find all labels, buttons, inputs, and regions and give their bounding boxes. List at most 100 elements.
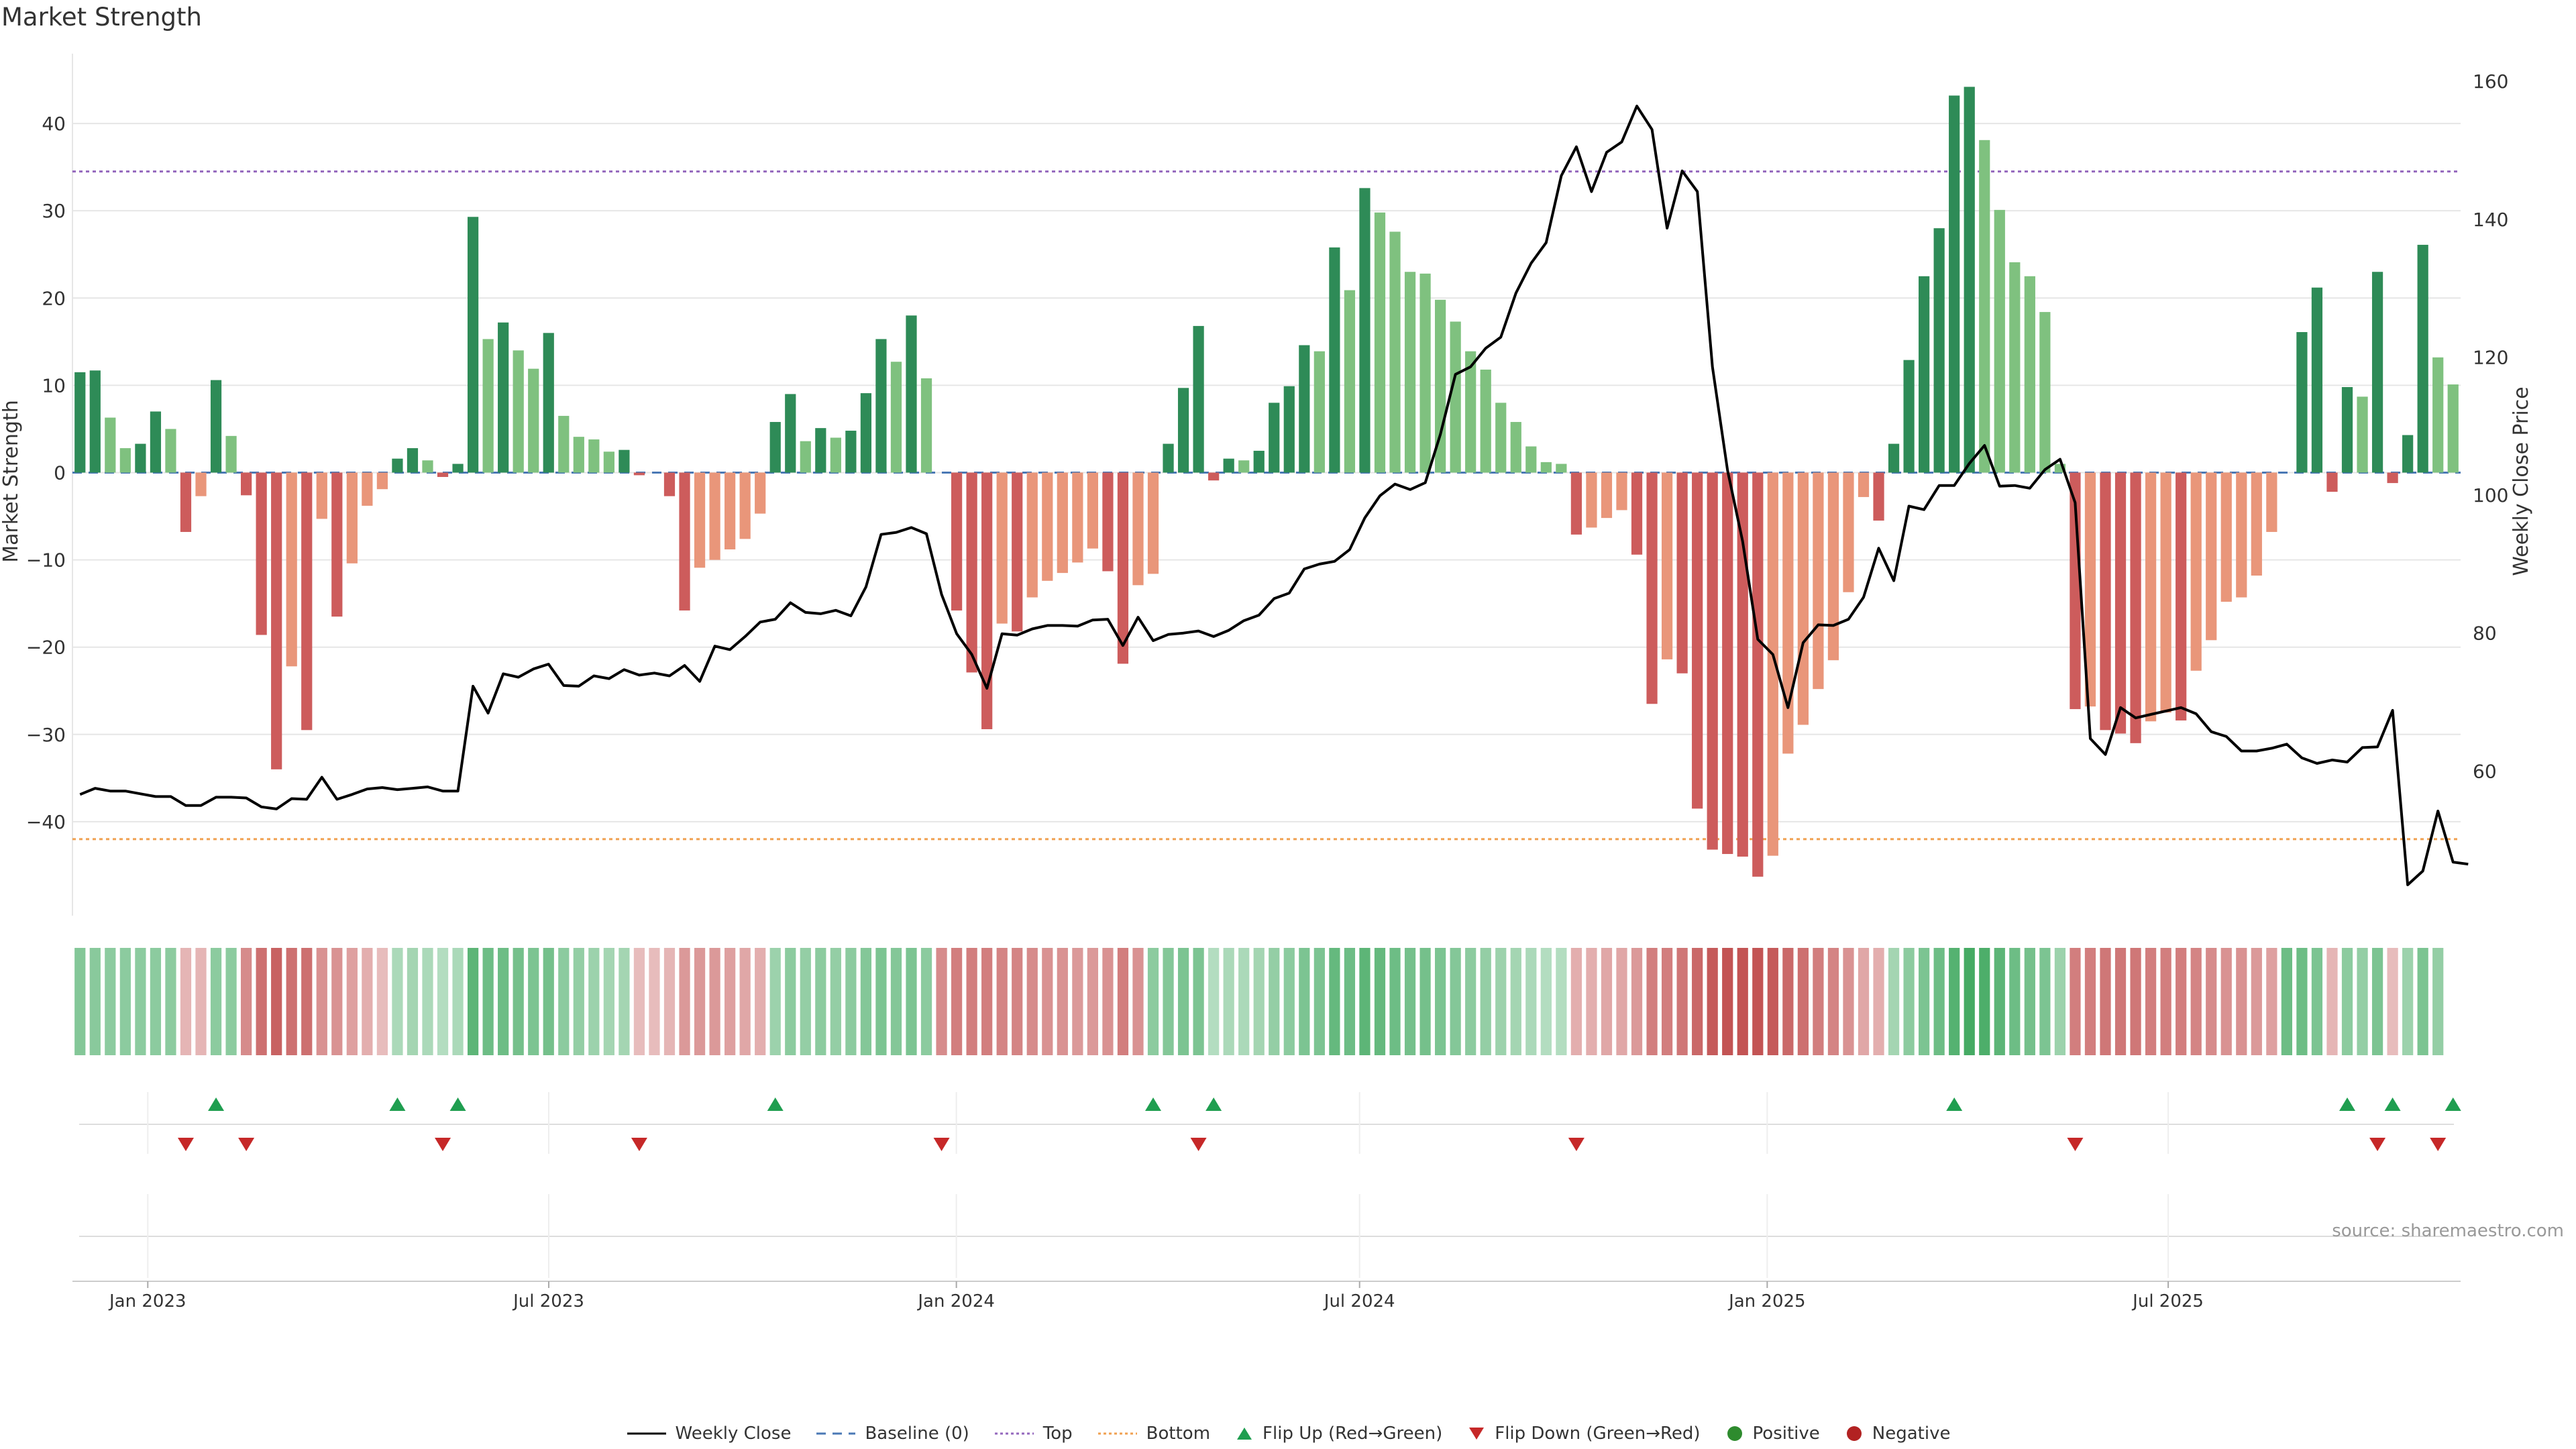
x-tick-label: Jan 2025 [1727, 1291, 1806, 1311]
heat-strip-cell [1827, 948, 1839, 1055]
strength-bar [1163, 443, 1174, 473]
strength-bar [1737, 472, 1748, 857]
strength-bar [1843, 472, 1854, 592]
heat-strip-cell [1661, 948, 1673, 1055]
flip-up-marker [767, 1097, 784, 1111]
heat-strip-cell [543, 948, 554, 1055]
strength-bar [543, 333, 554, 473]
flip-up-marker [1145, 1097, 1162, 1111]
heat-strip-cell [437, 948, 449, 1055]
legend-label: Weekly Close [675, 1424, 792, 1444]
strength-bar [2402, 435, 2414, 473]
strength-bar [513, 350, 524, 473]
strength-bar [467, 217, 479, 473]
strength-bar [1208, 472, 1220, 481]
heat-strip-cell [2357, 948, 2368, 1055]
strength-bar [1329, 247, 1340, 473]
heat-strip-cell [2341, 948, 2353, 1055]
strength-bar [1313, 351, 1325, 473]
heat-strip-cell [1269, 948, 1280, 1055]
flip-markers [79, 1092, 2461, 1278]
heat-strip-cell [1238, 948, 1250, 1055]
heat-strip-cell [150, 948, 162, 1055]
strength-bar [1782, 472, 1794, 754]
strength-bar [2236, 472, 2247, 598]
y-tick-label: −10 [26, 549, 66, 572]
strength-bar [376, 472, 388, 490]
heat-strip-cell [1570, 948, 1582, 1055]
strength-bar [2296, 332, 2308, 473]
heat-strip-cell [1374, 948, 1386, 1055]
strength-bars [74, 87, 2459, 877]
legend-label: Positive [1752, 1424, 1820, 1444]
heat-strip-cell [1435, 948, 1446, 1055]
strength-bar [1344, 290, 1356, 473]
heat-strip-cell [996, 948, 1008, 1055]
heat-strip-cell [800, 948, 811, 1055]
strength-bar [800, 441, 811, 473]
strength-bar [1177, 388, 1189, 473]
legend-label: Flip Up (Red→Green) [1263, 1424, 1443, 1444]
heat-strip-cell [2190, 948, 2202, 1055]
strength-bar [1888, 443, 1900, 473]
strength-bar [1707, 472, 1718, 850]
strength-bar [679, 472, 690, 611]
strength-bar [1570, 472, 1582, 535]
heat-strip-cell [467, 948, 479, 1055]
heat-strip-cell [301, 948, 313, 1055]
heat-strip-cell [1480, 948, 1491, 1055]
strength-bar [1979, 140, 1990, 473]
heat-strip-cell [1510, 948, 1521, 1055]
heat-strip-cell [1283, 948, 1295, 1055]
y-tick-label: −20 [26, 637, 66, 659]
strength-bar [1601, 472, 1613, 519]
heat-strip-cell [875, 948, 887, 1055]
strength-bar [1964, 87, 1975, 473]
heat-strip-cell [2281, 948, 2292, 1055]
strength-bar [2311, 287, 2323, 473]
strength-bar [2009, 262, 2021, 473]
heat-strip-cell [785, 948, 796, 1055]
heat-strip-cell [498, 948, 509, 1055]
axes: −40 −30 −20 −10 0 10 20 30 40 60 80 100 120 140 160 Mar… [0, 70, 2533, 833]
strength-bar [1676, 472, 1688, 674]
heat-strip-cell [906, 948, 917, 1055]
strength-bar [860, 393, 872, 473]
legend-circle-icon [1846, 1426, 1862, 1441]
heat-strip-cell [2160, 948, 2171, 1055]
flip-up-marker [1205, 1097, 1222, 1111]
source-label: source: sharemaestro.com [2332, 1221, 2564, 1241]
x-tick-label: Jul 2024 [1323, 1291, 1395, 1311]
strength-bar [2100, 472, 2111, 731]
legend-item: Negative [1844, 1424, 1950, 1444]
strength-bar [1767, 472, 1778, 856]
strength-bar [331, 472, 343, 617]
heat-strip-cell [2326, 948, 2338, 1055]
heat-strip-cell [1888, 948, 1900, 1055]
legend-triangle-up-icon [1237, 1428, 1252, 1440]
strength-bar [1374, 212, 1386, 473]
heat-strip-cell [1223, 948, 1234, 1055]
heat-strip-cell [1616, 948, 1627, 1055]
strength-bar [1042, 472, 1053, 581]
heat-strip-cell [1979, 948, 1990, 1055]
legend: Weekly Close Baseline (0) Top Bottom Flip Up… [0, 1424, 2576, 1444]
strength-bar [1480, 369, 1491, 473]
heat-strip-cell [1631, 948, 1643, 1055]
flip-down-marker [1568, 1138, 1585, 1151]
heat-strip-cell [1208, 948, 1220, 1055]
flip-up-marker [208, 1097, 225, 1111]
heat-strip-cell [663, 948, 676, 1055]
reference-lines [72, 170, 2461, 841]
strength-bar [1072, 472, 1083, 563]
heat-strip-cell [225, 948, 237, 1055]
strength-bar [150, 411, 162, 473]
heat-strip-cell [2402, 948, 2414, 1055]
strength-bar [755, 472, 766, 514]
y2-axis-label: Weekly Close Price [2510, 386, 2533, 576]
strength-bar [119, 448, 131, 473]
legend-swatch [994, 1432, 1034, 1435]
heat-strip-cell [845, 948, 857, 1055]
strength-bar [1949, 95, 1960, 473]
y-tick-label: 40 [42, 113, 66, 135]
